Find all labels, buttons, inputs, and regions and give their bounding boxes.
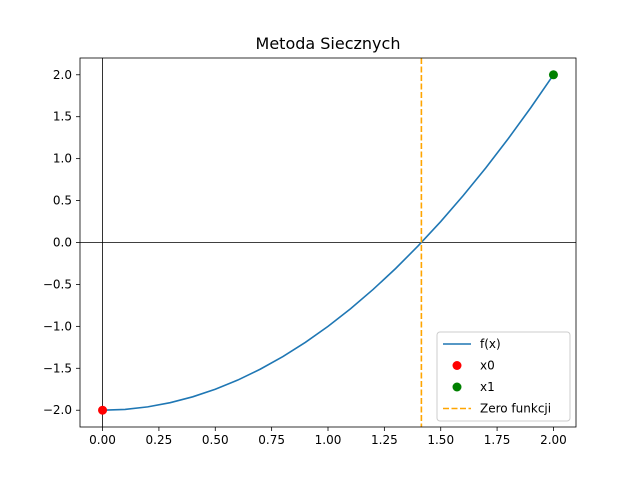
x-tick-label: 0.25 [146,433,173,447]
y-tick-label: −1.5 [43,361,72,375]
y-tick-label: −0.5 [43,277,72,291]
legend-swatch-marker [453,383,462,392]
x-tick-label: 0.50 [202,433,229,447]
scatter-point-x0 [98,406,107,415]
y-tick-label: 0.0 [53,236,72,250]
chart-title: Metoda Siecznych [256,34,401,53]
x-tick-label: 1.50 [427,433,454,447]
x-tick-label: 0.75 [258,433,285,447]
y-tick-label: 0.5 [53,194,72,208]
y-tick-label: 1.0 [53,152,72,166]
legend-swatch-marker [453,361,462,370]
x-tick-label: 0.00 [89,433,116,447]
y-tick-label: −2.0 [43,403,72,417]
x-tick-label: 1.25 [371,433,398,447]
scatter-point-x1 [549,70,558,79]
legend-label: f(x) [480,337,501,351]
x-tick-label: 1.75 [484,433,511,447]
legend-label: x1 [480,380,495,394]
y-tick-label: −1.0 [43,319,72,333]
x-tick-label: 1.00 [315,433,342,447]
legend-label: Zero funkcji [480,402,551,416]
legend-label: x0 [480,359,495,373]
legend: f(x) x0 x1 Zero funkcji [437,332,570,421]
y-tick-label: 1.5 [53,110,72,124]
x-tick-label: 2.00 [540,433,567,447]
y-tick-label: 2.0 [53,68,72,82]
